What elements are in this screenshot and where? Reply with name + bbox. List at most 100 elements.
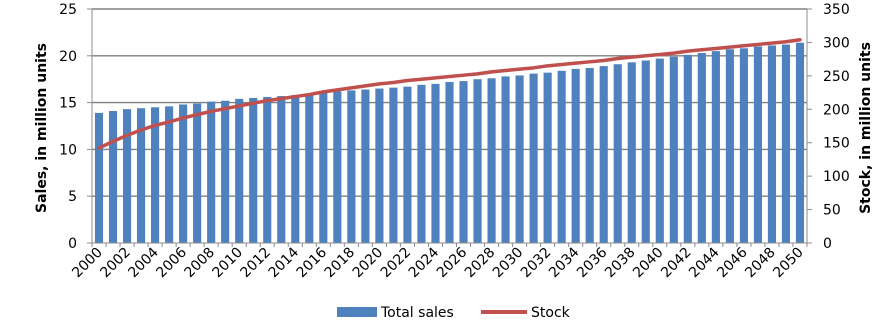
bar-total-sales: [711, 51, 720, 244]
left-tick-label: 10: [59, 142, 77, 158]
stock-line-group: [97, 38, 802, 150]
bar-total-sales: [515, 75, 524, 244]
left-axis-title: Sales, in million units: [34, 43, 50, 213]
bar-total-sales: [557, 70, 566, 243]
x-tick-label: 2020: [350, 245, 387, 282]
x-tick-label: 2022: [378, 245, 415, 282]
bar-total-sales: [137, 108, 146, 243]
bar-total-sales: [94, 112, 104, 243]
bar-total-sales: [795, 42, 805, 243]
bar-total-sales: [529, 73, 538, 243]
right-tick-label: 200: [823, 102, 850, 118]
bar-total-sales: [108, 111, 118, 243]
left-tick-label: 15: [59, 96, 77, 112]
legend: Total sales Stock: [337, 305, 571, 320]
right-tick-label: 50: [823, 203, 841, 219]
bar-total-sales: [445, 82, 454, 244]
right-axis-ticks: 0 50 100 150 200 250 300 350: [807, 2, 850, 252]
stock-line: [97, 38, 802, 150]
bar-total-sales: [249, 97, 258, 243]
right-tick-label: 250: [823, 69, 850, 85]
axes: [91, 9, 808, 244]
x-tick-label: 2016: [294, 244, 331, 281]
bar-total-sales: [571, 68, 580, 244]
bar-total-sales: [543, 72, 552, 243]
right-tick-label: 0: [823, 236, 832, 252]
right-tick-label: 150: [823, 136, 850, 152]
bar-total-sales: [221, 100, 230, 243]
left-axis-ticks: 0 5 10 15 20 25: [59, 2, 92, 252]
x-tick-label: 2006: [153, 244, 190, 281]
legend-label-total-sales: Total sales: [380, 305, 454, 320]
x-tick-label: 2046: [714, 244, 751, 281]
x-tick-label: 2048: [742, 245, 779, 282]
bar-total-sales: [473, 79, 482, 243]
bar-total-sales: [431, 83, 440, 243]
x-tick-label: 2002: [97, 245, 134, 282]
legend-label-stock: Stock: [531, 305, 571, 320]
x-tick-label: 2008: [181, 245, 218, 282]
x-tick-label: 2044: [686, 244, 723, 281]
bar-total-sales: [277, 96, 286, 243]
right-tick-label: 300: [823, 35, 850, 51]
left-tick-label: 5: [68, 189, 77, 205]
x-tick-label: 2036: [574, 244, 611, 281]
x-tick-label: 2042: [658, 245, 695, 282]
bar-total-sales: [641, 60, 650, 244]
left-tick-label: 0: [68, 236, 77, 252]
x-tick-label: 2014: [266, 244, 303, 281]
x-tick-label: 2032: [518, 245, 555, 282]
bar-total-sales: [151, 107, 160, 243]
x-tick-label: 2040: [630, 245, 667, 282]
bar-total-sales: [487, 78, 496, 243]
bar-total-sales: [697, 52, 706, 243]
bar-total-sales: [781, 44, 791, 244]
bar-total-sales: [193, 103, 202, 243]
bar-total-sales: [599, 66, 608, 243]
bar-total-sales: [655, 58, 664, 243]
x-tick-label: 2026: [434, 244, 471, 281]
bar-total-sales: [683, 54, 692, 243]
sales-bars: [94, 42, 805, 244]
bar-total-sales: [585, 67, 594, 243]
bar-total-sales: [361, 89, 370, 243]
bar-total-sales: [669, 56, 678, 244]
x-tick-label: 2024: [406, 244, 443, 281]
x-tick-label: 2028: [462, 245, 499, 282]
bar-total-sales: [725, 49, 734, 243]
right-axis-title: Stock, in million units: [858, 42, 874, 214]
bar-total-sales: [501, 76, 510, 243]
bar-total-sales: [235, 98, 244, 243]
bar-total-sales: [122, 109, 132, 243]
left-tick-label: 25: [59, 2, 77, 18]
x-tick-label: 2010: [210, 245, 247, 282]
x-tick-label: 2050: [770, 245, 807, 282]
bar-total-sales: [347, 90, 356, 243]
bar-total-sales: [739, 48, 748, 244]
bar-total-sales: [319, 92, 328, 243]
bar-total-sales: [627, 62, 636, 243]
bar-total-sales: [767, 45, 777, 244]
legend-swatch-total-sales: [337, 307, 377, 317]
bar-total-sales: [459, 81, 468, 244]
bar-total-sales: [613, 64, 622, 243]
right-tick-label: 100: [823, 169, 850, 185]
x-tick-label: 2018: [322, 245, 359, 282]
left-tick-label: 20: [59, 49, 77, 65]
bar-total-sales: [389, 87, 398, 244]
bar-total-sales: [333, 91, 342, 243]
bar-total-sales: [375, 88, 384, 243]
x-tick-label: 2034: [546, 244, 583, 281]
x-tick-label: 2038: [602, 245, 639, 282]
x-tick-label: 2012: [238, 245, 275, 282]
right-tick-label: 350: [823, 2, 850, 18]
bar-total-sales: [403, 86, 412, 243]
bar-total-sales: [305, 94, 314, 244]
bar-total-sales: [179, 104, 188, 243]
bar-total-sales: [291, 95, 300, 243]
bar-total-sales: [417, 84, 426, 243]
bar-total-sales: [263, 96, 272, 243]
x-tick-label: 2030: [490, 245, 527, 282]
x-axis-ticks: 2000200220042006200820102012201420162018…: [69, 243, 808, 282]
